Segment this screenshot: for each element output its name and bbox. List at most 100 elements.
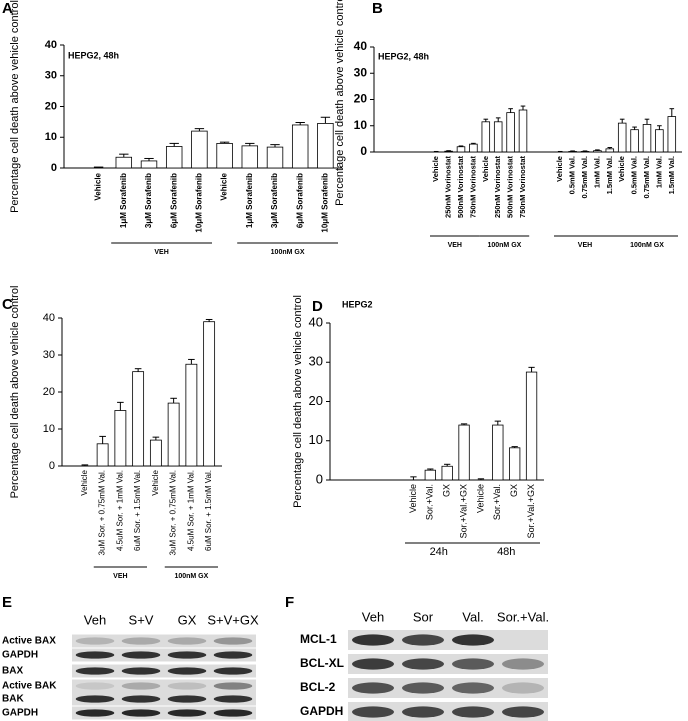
x-tick-label: Sor.+Val.: [425, 484, 435, 520]
band: [213, 709, 253, 717]
x-tick-label: GX: [509, 484, 519, 497]
row-label: GAPDH: [300, 704, 343, 718]
band: [402, 634, 444, 646]
lane-label: Val.: [462, 609, 483, 624]
row-label: BAX: [2, 666, 23, 677]
band: [167, 637, 207, 645]
lane-label: Veh: [362, 609, 384, 624]
band: [213, 651, 253, 659]
bar: [509, 447, 521, 481]
bar: [568, 151, 577, 153]
x-tick-label: Vehicle: [94, 172, 103, 200]
bar: [493, 121, 503, 153]
band: [121, 667, 161, 675]
bar: [492, 424, 504, 481]
lane-label: S+V+GX: [207, 612, 259, 627]
bar: [525, 371, 538, 481]
x-tick-label: Vehicle: [151, 469, 160, 495]
bar: [165, 146, 183, 169]
bar: [506, 112, 515, 153]
bar: [617, 122, 627, 153]
band: [121, 651, 161, 659]
band: [167, 695, 207, 703]
x-tick-label: GX: [442, 484, 452, 497]
bar: [203, 321, 216, 467]
x-tick-label: 1mM Val.: [592, 156, 601, 188]
row-label: GAPDH: [2, 708, 38, 719]
group-label: 100nM GX: [630, 242, 664, 249]
blot-strip: [348, 630, 548, 650]
blot-strip: [348, 678, 548, 698]
group-label: 100nM GX: [174, 573, 208, 580]
bar: [630, 129, 639, 153]
blot-strip: [72, 692, 256, 706]
band: [121, 682, 161, 690]
y-tick-label: 20: [354, 92, 368, 106]
y-axis-label: Percentage cell death above vehicle cont…: [292, 295, 304, 508]
x-tick-label: Sor.+Val.: [492, 484, 502, 520]
band: [75, 651, 115, 659]
x-tick-label: Vehicle: [408, 484, 418, 513]
bar: [291, 124, 309, 169]
y-tick-label: 30: [354, 65, 368, 79]
band: [167, 651, 207, 659]
x-tick-label: 6uM Sor. + 1.5mM Val.: [204, 470, 213, 551]
y-tick-label: 10: [354, 118, 368, 132]
band: [75, 695, 115, 703]
blot-strip: [72, 634, 256, 648]
y-axis-label: Percentage cell death above vehicle cont…: [9, 286, 21, 499]
panel-label: E: [2, 594, 12, 611]
x-tick-label: 6μM Sorafenib: [295, 173, 304, 228]
y-tick-label: 10: [43, 423, 55, 435]
band: [452, 634, 494, 646]
group-label: 100nM GX: [271, 249, 305, 256]
panel-label: F: [285, 594, 294, 611]
row-label: BCL-XL: [300, 656, 344, 670]
y-tick-label: 0: [316, 471, 323, 486]
bar: [481, 121, 491, 153]
band: [402, 706, 444, 718]
bar: [191, 130, 208, 169]
y-tick-label: 40: [354, 39, 368, 53]
band: [402, 658, 444, 670]
x-tick-label: 3μM Sorafenib: [270, 173, 279, 228]
bar: [593, 150, 602, 153]
x-tick-label: 3μM Sorafenib: [144, 173, 153, 228]
x-tick-label: Vehicle: [475, 484, 485, 513]
bar: [132, 371, 145, 467]
band: [452, 706, 494, 718]
blot-strip: [348, 702, 548, 721]
y-tick-label: 40: [45, 39, 57, 51]
group-label: 24h: [430, 546, 448, 558]
blot-strip: [72, 664, 256, 678]
x-tick-label: 500nM Vorinostat: [506, 156, 515, 218]
row-label: Active BAK: [2, 681, 57, 692]
lane-label: S+V: [129, 612, 154, 627]
bar: [241, 145, 259, 169]
band: [121, 637, 161, 645]
band: [121, 695, 161, 703]
bar: [167, 402, 180, 467]
x-tick-label: Vehicle: [220, 172, 229, 200]
lane-label: Sor.+Val.: [497, 609, 549, 624]
blot-strip: [72, 679, 256, 693]
bar: [458, 424, 470, 481]
band: [452, 658, 494, 670]
x-tick-label: 250nM Vorinostat: [444, 156, 453, 218]
group-label: 100nM GX: [487, 242, 521, 249]
band: [213, 682, 253, 690]
panel-label: D: [312, 298, 323, 315]
x-tick-label: 1μM Sorafenib: [245, 173, 254, 228]
band: [121, 709, 161, 717]
x-tick-label: 10μM Sorafenib: [195, 173, 204, 233]
y-tick-label: 40: [43, 312, 55, 324]
x-tick-label: 250nM Vorinostat: [493, 156, 502, 218]
x-tick-label: 4.5uM Sor. + 1mM Val.: [115, 470, 124, 551]
x-tick-label: 0.75mM Val.: [580, 156, 589, 199]
band: [213, 695, 253, 703]
y-tick-label: 20: [45, 100, 57, 112]
x-tick-label: Vehicle: [80, 469, 89, 495]
group-label: VEH: [113, 573, 127, 580]
y-axis-label: Percentage cell death above vehicle cont…: [9, 0, 21, 213]
